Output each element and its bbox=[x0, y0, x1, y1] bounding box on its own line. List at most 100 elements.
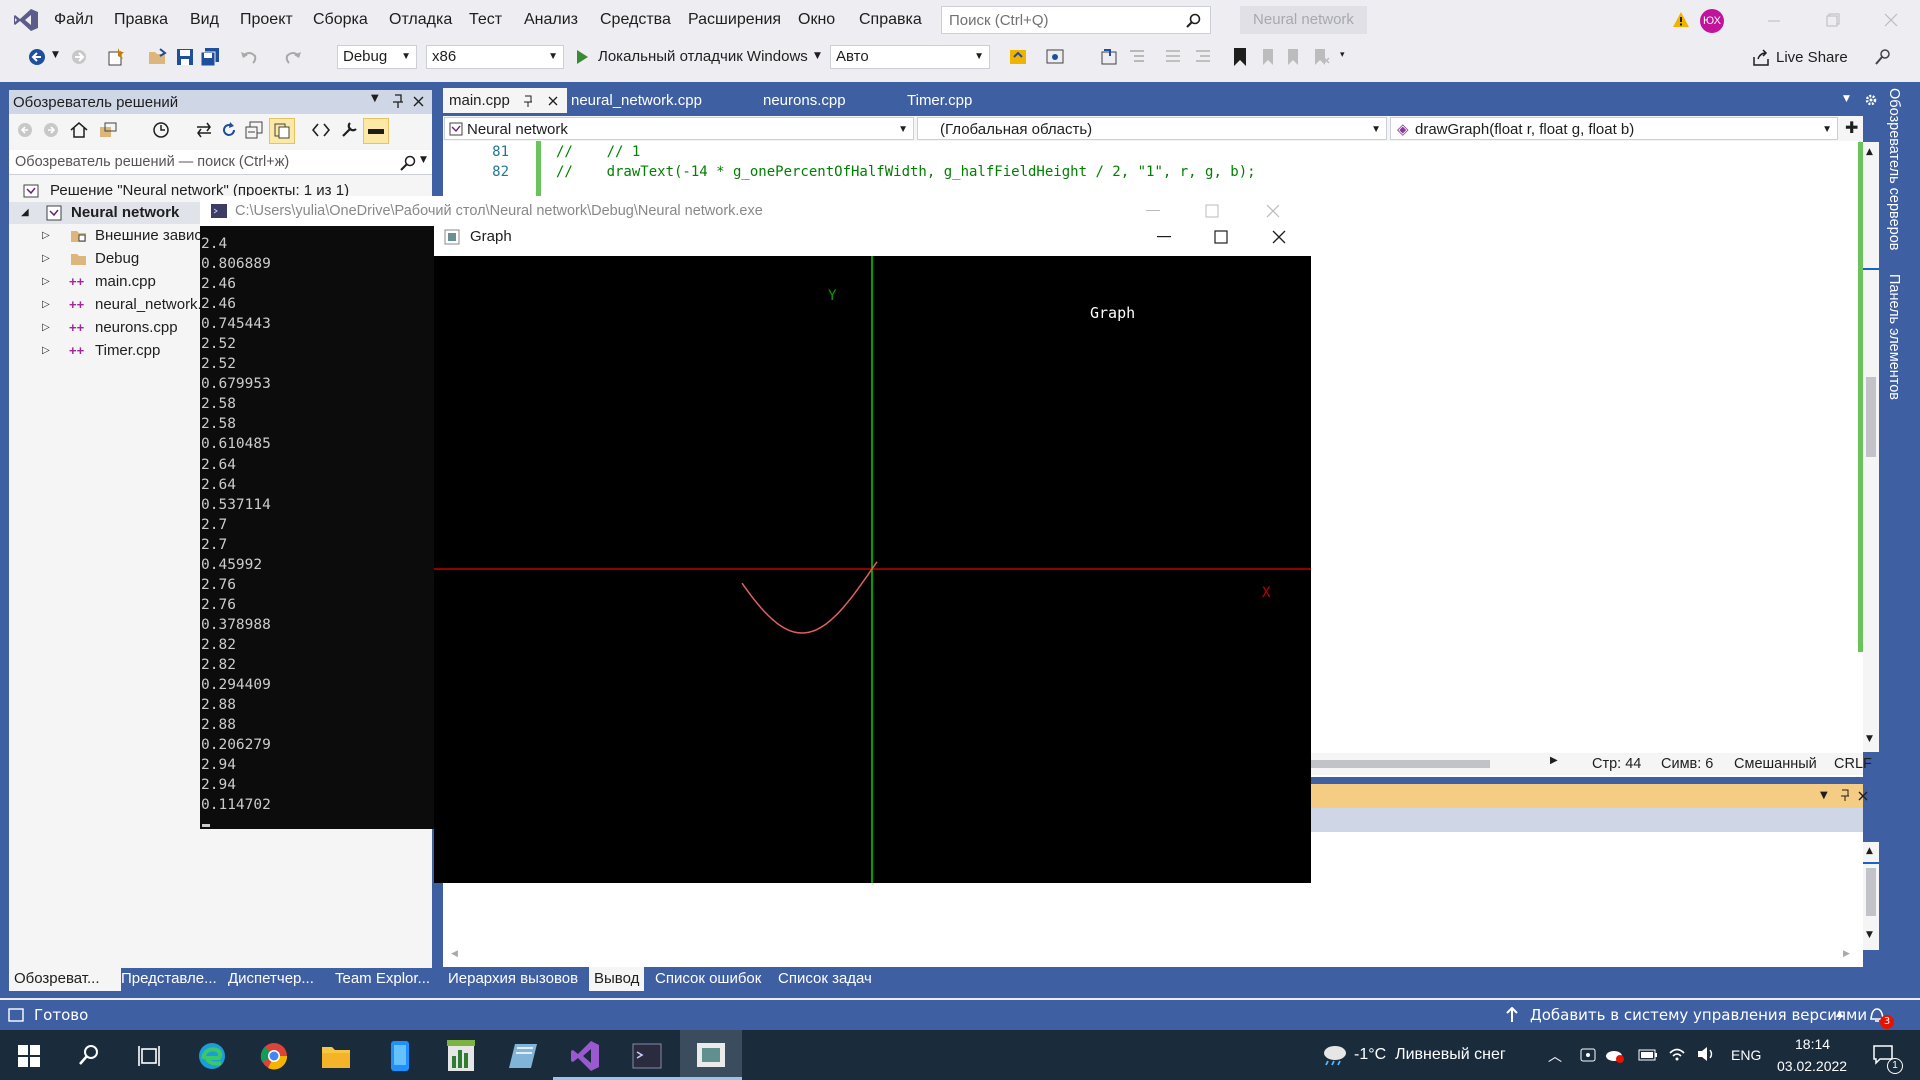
back-icon[interactable] bbox=[17, 122, 33, 138]
scroll-down-icon[interactable]: ▼ bbox=[1866, 930, 1873, 940]
volume-icon[interactable] bbox=[1696, 1045, 1716, 1063]
horizontal-scrollbar-thumb[interactable] bbox=[1310, 760, 1490, 768]
battery-icon[interactable] bbox=[1638, 1048, 1658, 1062]
menu-project[interactable]: Проект bbox=[240, 11, 293, 28]
hot-reload-icon[interactable] bbox=[1008, 47, 1028, 67]
line-ending[interactable]: CRLF bbox=[1834, 756, 1872, 772]
tab-task-list[interactable]: Список задач bbox=[778, 970, 872, 987]
save-icon[interactable] bbox=[176, 48, 194, 66]
add-source-control-button[interactable]: Добавить в систему управления версиями bbox=[1530, 1006, 1868, 1024]
forward-icon[interactable] bbox=[43, 122, 59, 138]
console-taskbar-icon[interactable] bbox=[632, 1043, 662, 1069]
refresh-icon[interactable] bbox=[220, 121, 238, 139]
pin-icon[interactable] bbox=[392, 94, 404, 109]
whitespace-mode[interactable]: Смешанный bbox=[1734, 756, 1817, 772]
global-scope-select[interactable]: (Глобальная область) ▼ bbox=[917, 117, 1387, 140]
pending-changes-icon[interactable] bbox=[152, 121, 170, 139]
chevron-down-icon[interactable]: ▼ bbox=[52, 50, 59, 60]
collapsed-arrow-icon[interactable]: ▷ bbox=[42, 253, 50, 264]
col-indicator[interactable]: Симв: 6 bbox=[1661, 756, 1714, 772]
menu-test[interactable]: Тест bbox=[469, 11, 503, 28]
action-center-icon[interactable] bbox=[1872, 1043, 1894, 1065]
collapsed-arrow-icon[interactable]: ▷ bbox=[42, 322, 50, 333]
tab-output[interactable]: Вывод bbox=[589, 967, 645, 991]
switch-views-icon[interactable] bbox=[99, 121, 117, 139]
new-project-icon[interactable] bbox=[106, 47, 126, 67]
pin-icon[interactable] bbox=[523, 95, 533, 107]
collapsed-arrow-icon[interactable]: ▷ bbox=[42, 345, 50, 356]
server-explorer-tab[interactable]: Обозреватель серверов bbox=[1886, 88, 1902, 251]
phone-app-icon[interactable] bbox=[388, 1040, 412, 1072]
onedrive-error-icon[interactable] bbox=[1605, 1046, 1625, 1064]
scroll-left-icon[interactable]: ◀ bbox=[451, 949, 458, 959]
meet-now-icon[interactable] bbox=[1580, 1046, 1596, 1064]
tab-neurons-cpp[interactable]: neurons.cpp bbox=[763, 92, 846, 109]
search-input[interactable]: Поиск (Ctrl+Q) bbox=[941, 6, 1211, 34]
split-editor-icon[interactable]: ✚ bbox=[1845, 118, 1859, 137]
scrollbar-thumb[interactable] bbox=[1866, 868, 1876, 916]
clock-time[interactable]: 18:14 bbox=[1795, 1036, 1831, 1052]
close-tab-icon[interactable] bbox=[548, 96, 558, 106]
properties-icon[interactable] bbox=[340, 121, 358, 139]
menu-build[interactable]: Сборка bbox=[313, 11, 368, 28]
graph-titlebar[interactable]: Graph bbox=[434, 218, 1311, 256]
close-icon[interactable] bbox=[1884, 13, 1898, 27]
graph-taskbar-button[interactable] bbox=[680, 1030, 742, 1080]
output-scrollbar[interactable]: ▲ ▼ bbox=[1863, 842, 1879, 950]
preview-button[interactable] bbox=[363, 118, 389, 144]
project-scope-select[interactable]: Neural network ▼ bbox=[444, 117, 914, 140]
show-hidden-icons-icon[interactable]: ︿ bbox=[1548, 1049, 1562, 1065]
minimize-icon[interactable] bbox=[1146, 210, 1160, 212]
tab-class-view[interactable]: Представле... bbox=[121, 970, 217, 987]
avatar[interactable]: ЮХ bbox=[1700, 9, 1724, 33]
menu-window[interactable]: Окно bbox=[798, 11, 836, 28]
close-icon[interactable] bbox=[1272, 230, 1286, 244]
menu-file[interactable]: Файл bbox=[54, 11, 94, 28]
close-panel-icon[interactable] bbox=[413, 96, 424, 107]
collapsed-arrow-icon[interactable]: ▷ bbox=[42, 276, 50, 287]
collapse-all-icon[interactable] bbox=[245, 121, 263, 139]
diagnostics-icon[interactable] bbox=[1046, 48, 1066, 66]
toolbox-tab[interactable]: Панель элементов bbox=[1886, 274, 1902, 401]
input-language[interactable]: ENG bbox=[1731, 1047, 1762, 1063]
chevron-down-icon[interactable]: ▼ bbox=[1820, 790, 1828, 801]
minimize-icon[interactable] bbox=[1157, 236, 1171, 238]
debug-mode-select[interactable]: Авто ▼ bbox=[830, 45, 990, 69]
play-icon[interactable] bbox=[575, 49, 589, 65]
chevron-down-icon[interactable]: ▼ bbox=[371, 93, 379, 104]
home-icon[interactable] bbox=[70, 121, 88, 139]
scrollbar-thumb[interactable] bbox=[1866, 377, 1876, 457]
collapsed-arrow-icon[interactable]: ▷ bbox=[42, 299, 50, 310]
tab-team-explorer[interactable]: Team Explor... bbox=[335, 970, 431, 987]
pin-icon[interactable] bbox=[1840, 789, 1850, 802]
edge-icon[interactable] bbox=[197, 1041, 227, 1071]
maximize-icon[interactable] bbox=[1214, 230, 1228, 244]
tab-solution-explorer[interactable]: Обозреват... bbox=[9, 967, 121, 991]
toolbar-overflow-icon[interactable]: ▾ bbox=[1340, 50, 1345, 60]
file-explorer-icon[interactable] bbox=[321, 1042, 351, 1070]
windows-start-icon[interactable] bbox=[18, 1045, 40, 1067]
scroll-right-icon[interactable]: ▶ bbox=[1843, 949, 1850, 959]
menu-view[interactable]: Вид bbox=[190, 11, 219, 28]
view-code-icon[interactable] bbox=[312, 122, 330, 138]
wifi-icon[interactable] bbox=[1668, 1045, 1686, 1063]
line-indicator[interactable]: Стр: 44 bbox=[1592, 756, 1642, 772]
expanded-arrow-icon[interactable]: ◢ bbox=[21, 207, 29, 218]
close-panel-icon[interactable] bbox=[1858, 791, 1868, 801]
live-share-icon[interactable] bbox=[1752, 49, 1770, 66]
tab-call-hierarchy[interactable]: Иерархия вызовов bbox=[448, 970, 579, 987]
step-icon[interactable] bbox=[1100, 48, 1120, 66]
taskbar-search-icon[interactable] bbox=[78, 1044, 100, 1066]
platform-select[interactable]: x86 ▼ bbox=[426, 45, 564, 69]
weather-text[interactable]: -1°C Ливневый снег bbox=[1354, 1046, 1506, 1063]
scroll-up-icon[interactable]: ▲ bbox=[1866, 147, 1873, 157]
settings-gear-icon[interactable] bbox=[1864, 93, 1878, 107]
collapsed-arrow-icon[interactable]: ▷ bbox=[42, 230, 50, 241]
redo-icon[interactable] bbox=[284, 48, 302, 66]
live-share-button[interactable]: Live Share bbox=[1776, 49, 1848, 66]
menu-help[interactable]: Справка bbox=[859, 11, 922, 28]
notes-app-icon[interactable] bbox=[509, 1042, 539, 1070]
menu-edit[interactable]: Правка bbox=[114, 11, 169, 28]
feedback-icon[interactable] bbox=[1874, 48, 1892, 66]
bookmark-icon[interactable] bbox=[1232, 47, 1248, 67]
